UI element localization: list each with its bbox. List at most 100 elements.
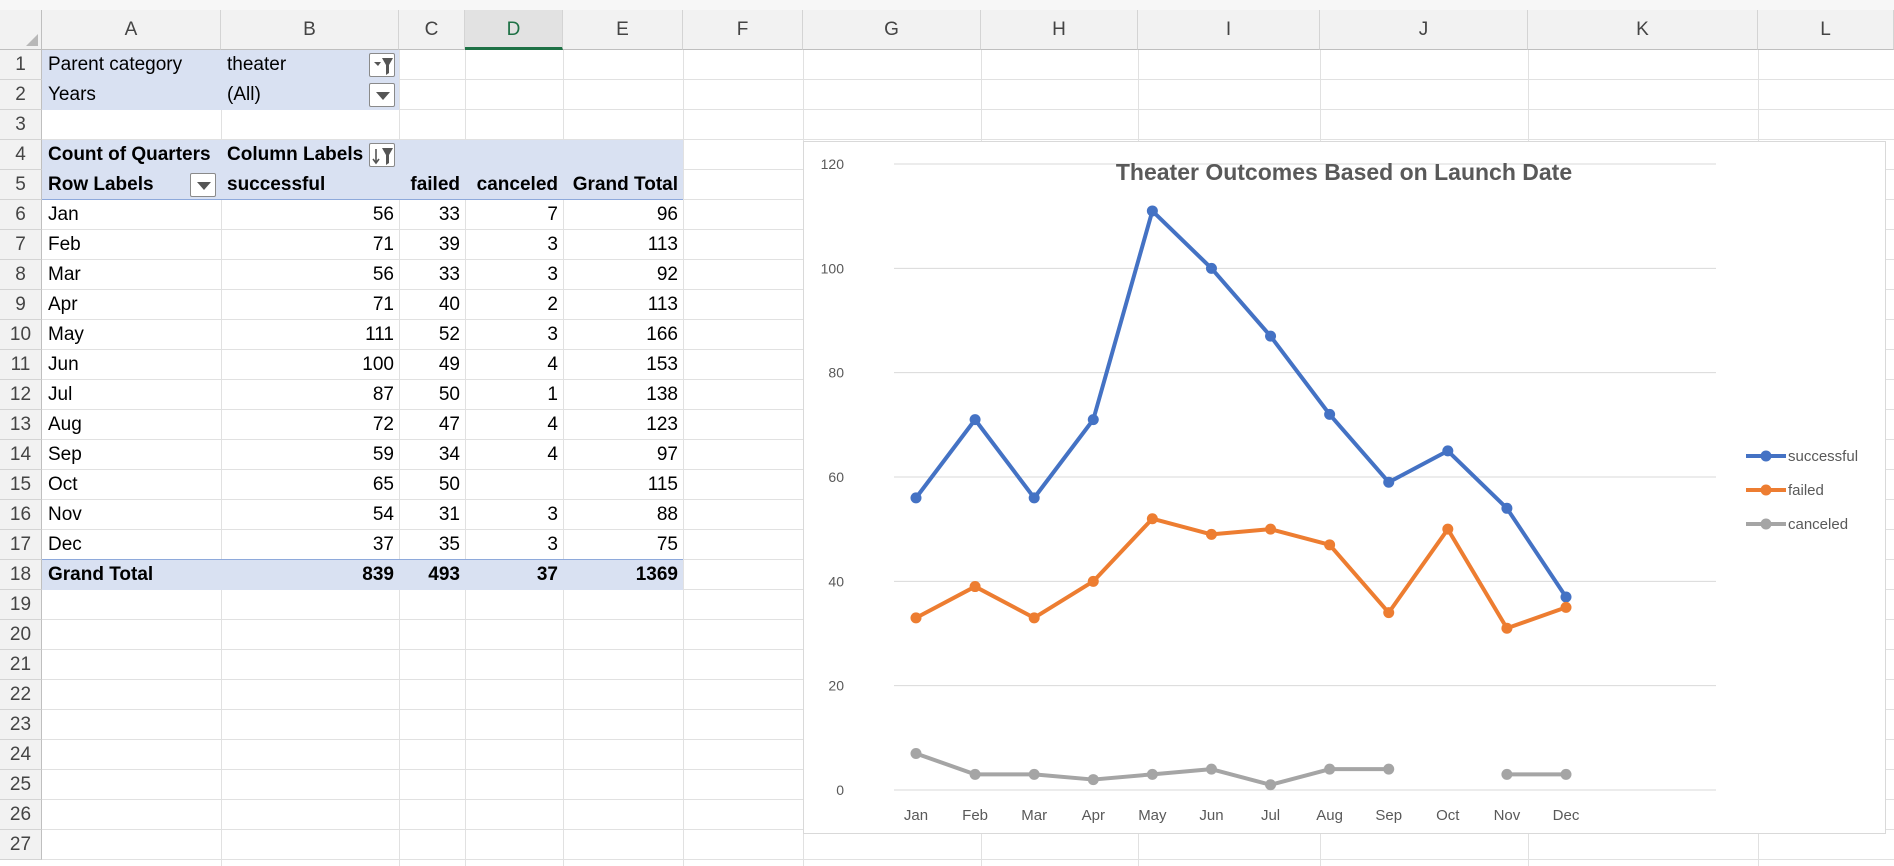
value-failed[interactable]: 33: [438, 264, 460, 285]
column-header-i[interactable]: I: [1138, 10, 1320, 50]
data-point-canceled[interactable]: [969, 768, 981, 780]
data-point-failed[interactable]: [1560, 601, 1572, 613]
row-header-17[interactable]: 17: [0, 530, 42, 560]
row-header-6[interactable]: 6: [0, 200, 42, 230]
legend-label-canceled[interactable]: canceled: [1788, 516, 1848, 533]
column-header-k[interactable]: K: [1528, 10, 1758, 50]
row-label[interactable]: Sep: [48, 444, 82, 465]
value-failed[interactable]: 33: [438, 204, 460, 225]
value-successful[interactable]: 71: [372, 234, 394, 255]
data-point-canceled[interactable]: [910, 747, 922, 759]
row-header-13[interactable]: 13: [0, 410, 42, 440]
value-failed[interactable]: 31: [438, 504, 460, 525]
row-header-27[interactable]: 27: [0, 830, 42, 860]
data-point-failed[interactable]: [1028, 612, 1040, 624]
column-labels-filter-button[interactable]: [369, 143, 395, 167]
row-label[interactable]: Mar: [48, 264, 81, 285]
column-header-b[interactable]: B: [221, 10, 399, 50]
value-canceled[interactable]: 4: [547, 414, 558, 435]
legend-label-failed[interactable]: failed: [1788, 482, 1824, 499]
years-filter-button[interactable]: [369, 83, 395, 107]
column-header-f[interactable]: F: [683, 10, 803, 50]
data-point-failed[interactable]: [1205, 528, 1217, 540]
data-point-canceled[interactable]: [1265, 779, 1277, 791]
data-point-canceled[interactable]: [1560, 768, 1572, 780]
row-header-20[interactable]: 20: [0, 620, 42, 650]
value-failed[interactable]: 47: [438, 414, 460, 435]
row-header-18[interactable]: 18: [0, 560, 42, 590]
data-point-successful[interactable]: [1265, 330, 1277, 342]
column-header-h[interactable]: H: [981, 10, 1138, 50]
value-total[interactable]: 138: [646, 384, 678, 405]
data-point-successful[interactable]: [1205, 262, 1217, 274]
row-header-16[interactable]: 16: [0, 500, 42, 530]
data-point-successful[interactable]: [1560, 591, 1572, 603]
row-header-5[interactable]: 5: [0, 170, 42, 200]
data-point-successful[interactable]: [1324, 408, 1336, 420]
value-failed[interactable]: 52: [438, 324, 460, 345]
data-point-successful[interactable]: [969, 414, 981, 426]
value-total[interactable]: 75: [656, 534, 678, 555]
data-point-successful[interactable]: [1028, 492, 1040, 504]
data-point-successful[interactable]: [1087, 414, 1099, 426]
data-point-failed[interactable]: [969, 581, 981, 593]
value-successful[interactable]: 111: [365, 324, 394, 345]
row-header-7[interactable]: 7: [0, 230, 42, 260]
column-header-g[interactable]: G: [803, 10, 981, 50]
column-header-l[interactable]: L: [1758, 10, 1894, 50]
column-header-j[interactable]: J: [1320, 10, 1528, 50]
value-canceled[interactable]: 3: [547, 534, 558, 555]
data-point-canceled[interactable]: [1324, 763, 1336, 775]
row-header-3[interactable]: 3: [0, 110, 42, 140]
value-canceled[interactable]: [465, 470, 563, 500]
data-point-canceled[interactable]: [1383, 763, 1395, 775]
data-point-failed[interactable]: [1324, 539, 1336, 551]
data-point-failed[interactable]: [1265, 523, 1277, 535]
value-total[interactable]: 166: [646, 324, 678, 345]
data-point-failed[interactable]: [1442, 523, 1454, 535]
row-label[interactable]: Jan: [48, 204, 79, 225]
grand-total-total[interactable]: 1369: [635, 564, 678, 585]
data-point-failed[interactable]: [1501, 622, 1513, 634]
value-successful[interactable]: 65: [372, 474, 394, 495]
value-canceled[interactable]: 3: [547, 504, 558, 525]
value-canceled[interactable]: 3: [547, 234, 558, 255]
grand-total-canceled[interactable]: 37: [536, 564, 558, 585]
select-all-corner[interactable]: [0, 10, 42, 50]
data-point-failed[interactable]: [910, 612, 922, 624]
value-failed[interactable]: 40: [438, 294, 460, 315]
value-successful[interactable]: 59: [372, 444, 394, 465]
row-label[interactable]: Apr: [48, 294, 78, 315]
value-total[interactable]: 113: [647, 294, 678, 315]
data-point-failed[interactable]: [1146, 513, 1158, 525]
row-label[interactable]: Jul: [48, 384, 73, 405]
value-total[interactable]: 123: [646, 414, 678, 435]
row-header-10[interactable]: 10: [0, 320, 42, 350]
value-successful[interactable]: 71: [372, 294, 394, 315]
value-total[interactable]: 153: [646, 354, 678, 375]
row-header-9[interactable]: 9: [0, 290, 42, 320]
row-label[interactable]: May: [48, 324, 84, 345]
column-header-e[interactable]: E: [563, 10, 683, 50]
row-header-4[interactable]: 4: [0, 140, 42, 170]
row-label[interactable]: Oct: [48, 474, 78, 495]
value-successful[interactable]: 87: [372, 384, 394, 405]
row-header-21[interactable]: 21: [0, 650, 42, 680]
data-point-successful[interactable]: [910, 492, 922, 504]
row-header-22[interactable]: 22: [0, 680, 42, 710]
row-header-26[interactable]: 26: [0, 800, 42, 830]
row-header-25[interactable]: 25: [0, 770, 42, 800]
row-header-1[interactable]: 1: [0, 50, 42, 80]
value-successful[interactable]: 72: [372, 414, 394, 435]
row-label[interactable]: Feb: [48, 234, 81, 255]
value-canceled[interactable]: 3: [547, 264, 558, 285]
row-header-12[interactable]: 12: [0, 380, 42, 410]
value-total[interactable]: 92: [656, 264, 678, 285]
value-canceled[interactable]: 1: [547, 384, 558, 405]
data-point-failed[interactable]: [1087, 575, 1099, 587]
data-point-canceled[interactable]: [1205, 763, 1217, 775]
grand-total-failed[interactable]: 493: [428, 564, 460, 585]
row-header-15[interactable]: 15: [0, 470, 42, 500]
value-failed[interactable]: 49: [438, 354, 460, 375]
data-point-canceled[interactable]: [1146, 768, 1158, 780]
